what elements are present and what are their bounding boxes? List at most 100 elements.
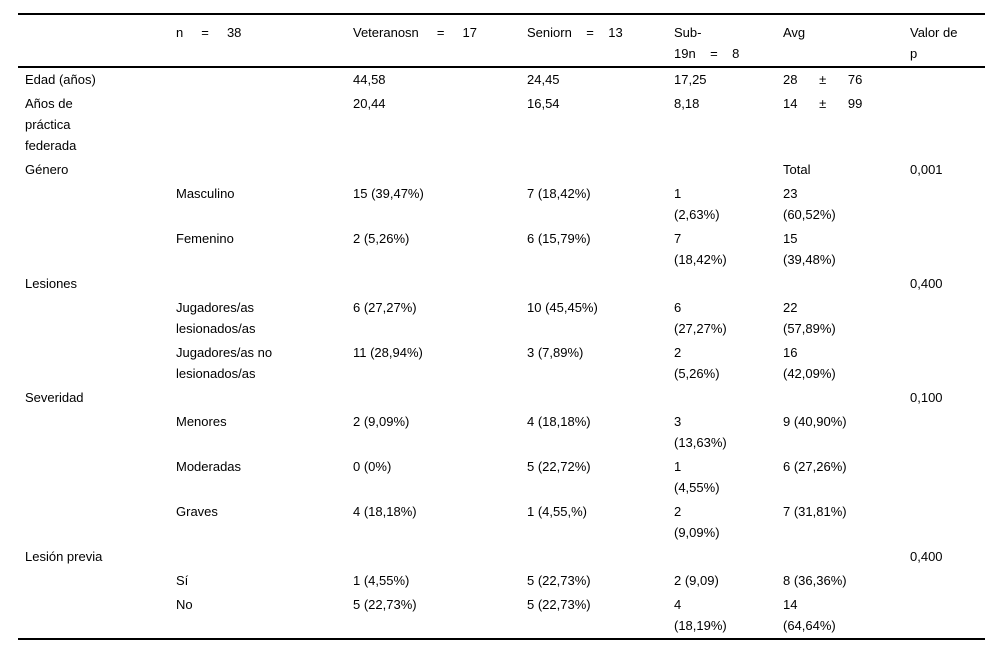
table-cell [910, 593, 985, 639]
table-cell: Años de práctica federada [25, 96, 77, 153]
table-cell [18, 227, 176, 272]
table-cell [18, 593, 176, 639]
table-cell: 2 (5,26%) [353, 231, 410, 246]
table-cell [18, 182, 176, 227]
table-cell: 3 (7,89%) [527, 345, 584, 360]
table-cell: Género [25, 162, 69, 177]
table-cell [527, 272, 674, 296]
column-header-sub19: Sub- 19n = 8 [674, 14, 783, 68]
table-cell [353, 545, 527, 569]
table-cell [18, 500, 176, 545]
table-cell: Masculino [176, 186, 235, 201]
table-cell [674, 386, 783, 410]
table-cell: 16 (42,09%) [783, 345, 836, 381]
table-cell: Severidad [25, 390, 84, 405]
column-header-avg: Avg [783, 14, 910, 68]
table-cell: 0,001 [910, 162, 943, 177]
table-cell [910, 296, 985, 341]
table-cell [18, 341, 176, 386]
table-cell [910, 500, 985, 545]
table-row: Jugadores/as lesionados/as 6 (27,27%) 10 (… [18, 296, 985, 341]
table-cell: 20,44 [353, 96, 386, 111]
table-cell: 6 (27,27%) [353, 300, 417, 315]
table-cell: 22 (57,89%) [783, 300, 836, 336]
table-row: Masculino 15 (39,47%) 7 (18,42%) 1 (2,63%) 2… [18, 182, 985, 227]
table-cell [783, 545, 910, 569]
table-cell [176, 272, 353, 296]
table-cell: 9 (40,90%) [783, 414, 847, 429]
table-cell [910, 455, 985, 500]
table-row: Jugadores/as no lesionados/as 11 (28,94%)… [18, 341, 985, 386]
table-cell [18, 569, 176, 593]
table-row: Edad (años) 44,58 24,45 17,25 28 ± 76 [18, 67, 985, 92]
table-cell: 23 (60,52%) [783, 186, 836, 222]
table-cell: 5 (22,73%) [527, 573, 591, 588]
table-cell: 17,25 [674, 72, 707, 87]
table-row: Graves 4 (18,18%) 1 (4,55,%) 2 (9,09%) 7 (31… [18, 500, 985, 545]
column-header-veteranos: Veteranosn = 17 [353, 14, 527, 68]
table-cell [783, 386, 910, 410]
table-cell: 6 (27,26%) [783, 459, 847, 474]
table-cell: 7 (31,81%) [783, 504, 847, 519]
table-cell: 28 ± 76 [783, 72, 863, 87]
table-cell: 6 (15,79%) [527, 231, 591, 246]
column-header-subgroup: n = 38 [176, 14, 353, 68]
table-cell: Lesión previa [25, 549, 103, 564]
table-cell [910, 67, 985, 92]
table-cell: Graves [176, 504, 218, 519]
table-cell: 15 (39,47%) [353, 186, 424, 201]
table-cell: 1 (4,55%) [353, 573, 410, 588]
table-cell [674, 545, 783, 569]
table-cell [353, 272, 527, 296]
table-cell [176, 158, 353, 182]
table-cell [18, 410, 176, 455]
table-cell: 10 (45,45%) [527, 300, 598, 315]
table-row: Sí 1 (4,55%) 5 (22,73%) 2 (9,09) 8 (36,36%) [18, 569, 985, 593]
table-cell [910, 569, 985, 593]
table-row: Femenino 2 (5,26%) 6 (15,79%) 7 (18,42%) 15 … [18, 227, 985, 272]
table-cell: 2 (9,09%) [674, 504, 720, 540]
table-row: Severidad 0,100 [18, 386, 985, 410]
table-cell [910, 341, 985, 386]
table-cell: 16,54 [527, 96, 560, 111]
table-cell: Lesiones [25, 276, 78, 291]
table-cell: 0,400 [910, 549, 943, 564]
table-cell: 4 (18,18%) [353, 504, 417, 519]
table-cell: 8 (36,36%) [783, 573, 847, 588]
table-cell: 0,100 [910, 390, 943, 405]
table-cell: 4 (18,19%) [674, 597, 727, 633]
table-header: n = 38 Veteranosn = 17 Seniorn = 13 Sub- 19… [18, 14, 985, 68]
table-cell: 4 (18,18%) [527, 414, 591, 429]
table-row: Lesiones 0,400 [18, 272, 985, 296]
table-cell: 2 (5,26%) [674, 345, 720, 381]
table-cell: 5 (22,73%) [527, 597, 591, 612]
table-cell: 15 (39,48%) [783, 231, 836, 267]
table-cell [176, 545, 353, 569]
table-cell: 7 (18,42%) [674, 231, 727, 267]
table-row: Lesión previa 0,400 [18, 545, 985, 569]
table-cell [18, 296, 176, 341]
table-body: Edad (años) 44,58 24,45 17,25 28 ± 76 Años de… [18, 67, 985, 639]
table-cell: Sí [176, 573, 189, 588]
table-cell [910, 410, 985, 455]
table-cell: No [176, 597, 193, 612]
table-cell: 0 (0%) [353, 459, 392, 474]
table-cell: 6 (27,27%) [674, 300, 727, 336]
table-cell [176, 386, 353, 410]
table-cell: 5 (22,72%) [527, 459, 591, 474]
table-cell [527, 386, 674, 410]
table-cell: 5 (22,73%) [353, 597, 417, 612]
table-cell [18, 455, 176, 500]
table-cell: 1 (2,63%) [674, 186, 720, 222]
table-cell [910, 92, 985, 158]
table-cell: Jugadores/as no lesionados/as [176, 345, 273, 381]
table-cell: 2 (9,09) [674, 573, 719, 588]
table-cell: Femenino [176, 231, 234, 246]
table-cell [674, 272, 783, 296]
table-row: No 5 (22,73%) 5 (22,73%) 4 (18,19%) 14 (64,6… [18, 593, 985, 639]
table-cell [176, 67, 353, 92]
table-cell [353, 386, 527, 410]
table-cell [674, 158, 783, 182]
table-cell [783, 272, 910, 296]
table-cell [527, 158, 674, 182]
